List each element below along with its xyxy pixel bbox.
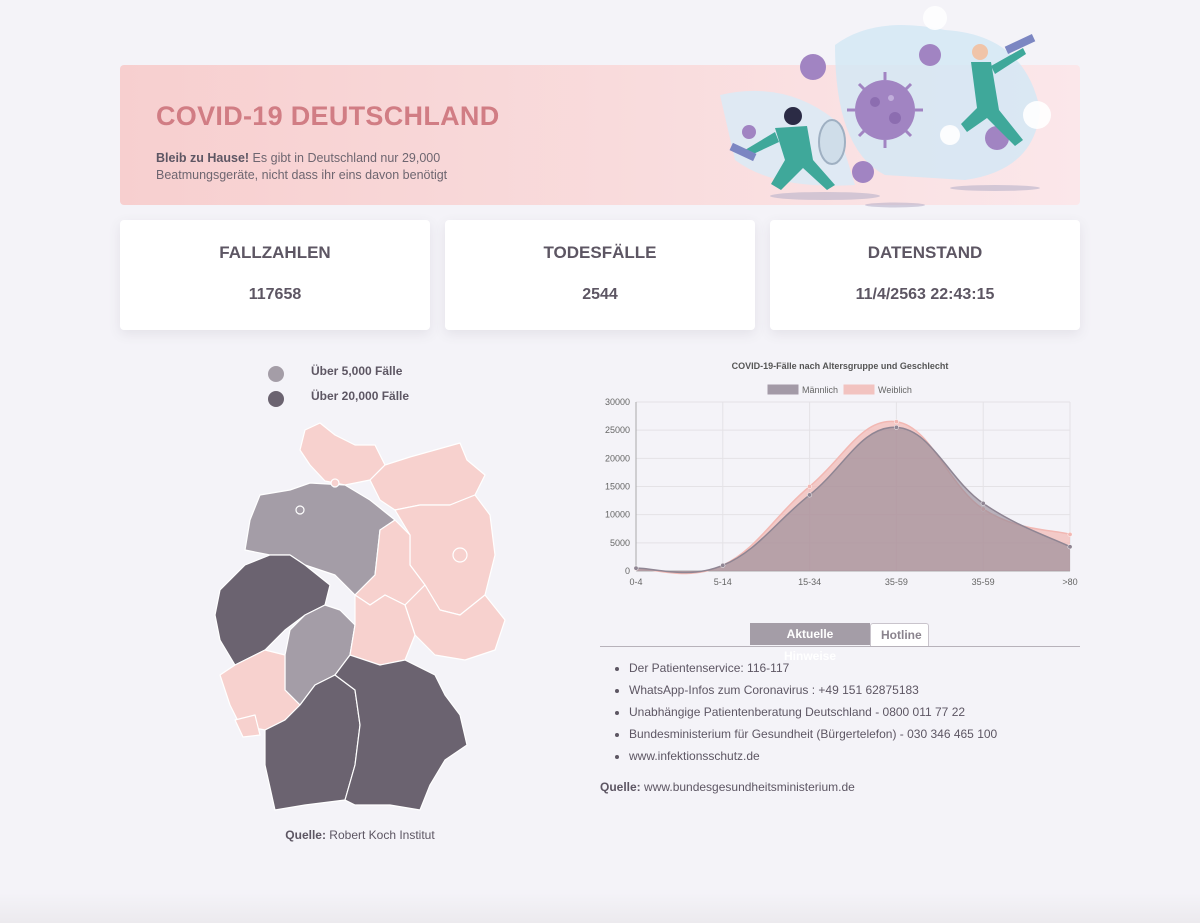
point-weiblich xyxy=(807,484,813,489)
x-tick-label: 0-4 xyxy=(629,577,642,587)
point-maennlich xyxy=(633,565,639,571)
x-tick-label: 35-59 xyxy=(885,577,908,587)
city-bremen xyxy=(295,505,305,515)
legend-dot xyxy=(268,391,284,407)
map-source: Quelle: Robert Koch Institut xyxy=(0,828,720,842)
area-maennlich xyxy=(636,427,1070,573)
state-sachsen xyxy=(404,584,506,661)
y-tick-label: 0 xyxy=(625,566,630,576)
age-gender-chart: Männlich Weiblich 30000 25000 20000 15000 10… xyxy=(605,384,1078,587)
source-link[interactable]: www.bundesgesundheitsministerium.de xyxy=(640,780,855,794)
point-maennlich xyxy=(720,562,726,568)
stat-value: 117658 xyxy=(248,286,302,303)
list-item: Bundesministerium für Gesundheit (Bürger… xyxy=(629,726,997,748)
legend-swatch-maennlich xyxy=(767,384,799,395)
y-tick-label: 20000 xyxy=(605,453,630,463)
stat-label: TODESFÄLLE xyxy=(543,243,657,262)
hotline-list: Der Patientenservice: 116-117 WhatsApp-I… xyxy=(612,660,997,770)
point-weiblich xyxy=(1067,531,1073,537)
stat-value: 2544 xyxy=(582,286,618,303)
stat-card-data-date: DATENSTAND 11/4/2563 22:43:15 xyxy=(770,220,1080,330)
hotline-source: Quelle: www.bundesgesundheitsministerium… xyxy=(600,780,855,794)
source-label: Quelle: xyxy=(285,828,326,842)
point-maennlich xyxy=(1067,544,1073,550)
list-item: Der Patientenservice: 116-117 xyxy=(629,660,997,682)
legend-label: Über 5,000 Fälle xyxy=(311,364,403,378)
legend-label-weiblich: Weiblich xyxy=(878,385,912,395)
source-text: Robert Koch Institut xyxy=(325,828,435,842)
list-item-link[interactable]: www.infektionsschutz.de xyxy=(629,748,997,770)
banner-text: Bleib zu Hause! Es gibt in Deutschland n… xyxy=(156,150,486,184)
stat-card-deaths: TODESFÄLLE 2544 xyxy=(445,220,755,330)
chart-title: COVID-19-Fälle nach Altersgruppe und Ges… xyxy=(731,361,949,371)
chart-legend: Männlich Weiblich xyxy=(767,384,912,395)
stat-card-cases: FALLZAHLEN 117658 xyxy=(120,220,430,330)
tab-hotline[interactable]: Hotline xyxy=(870,623,929,646)
x-tick-label: >80 xyxy=(1062,577,1077,587)
state-bayern xyxy=(334,654,468,811)
stat-label: DATENSTAND xyxy=(867,243,983,262)
y-tick-label: 10000 xyxy=(605,510,630,520)
y-tick-label: 5000 xyxy=(610,538,630,548)
legend-dot xyxy=(268,366,284,382)
state-schleswig-holstein xyxy=(299,422,386,486)
tab-aktuelle-hinweise[interactable]: Aktuelle Hinweise xyxy=(750,623,870,663)
city-berlin xyxy=(452,547,468,563)
list-item: WhatsApp-Infos zum Coronavirus : +49 151… xyxy=(629,682,997,704)
bottom-shade xyxy=(0,893,1200,923)
y-tick-label: 25000 xyxy=(605,425,630,435)
doctors-fighting-virus-illustration xyxy=(720,6,1051,208)
state-saarland xyxy=(234,714,261,738)
legend-label: Über 20,000 Fälle xyxy=(311,389,410,403)
legend-label-maennlich: Männlich xyxy=(802,385,838,395)
point-maennlich xyxy=(807,492,813,498)
page-title: COVID-19 DEUTSCHLAND xyxy=(156,101,500,131)
x-tick-label: 5-14 xyxy=(714,577,732,587)
state-thueringen xyxy=(349,594,416,666)
point-weiblich xyxy=(893,419,899,425)
point-maennlich xyxy=(893,424,899,430)
germany-map xyxy=(214,422,506,811)
stat-value: 11/4/2563 22:43:15 xyxy=(855,286,995,303)
legend-swatch-weiblich xyxy=(843,384,875,395)
banner-text-body: Es gibt in Deutschland nur 29,000 Beatmu… xyxy=(156,151,448,182)
x-tick-label: 15-34 xyxy=(798,577,821,587)
x-tick-label: 35-59 xyxy=(972,577,995,587)
info-tabs: Aktuelle Hinweise Hotline xyxy=(600,623,1080,663)
point-maennlich xyxy=(980,500,986,506)
city-hamburg xyxy=(330,478,340,488)
y-tick-label: 30000 xyxy=(605,397,630,407)
source-label: Quelle: xyxy=(600,780,641,794)
banner-text-bold: Bleib zu Hause! xyxy=(156,151,250,165)
list-item: Unabhängige Patientenberatung Deutschlan… xyxy=(629,704,997,726)
virus-icon xyxy=(847,72,923,148)
stat-label: FALLZAHLEN xyxy=(219,243,331,262)
y-tick-label: 15000 xyxy=(605,482,630,492)
